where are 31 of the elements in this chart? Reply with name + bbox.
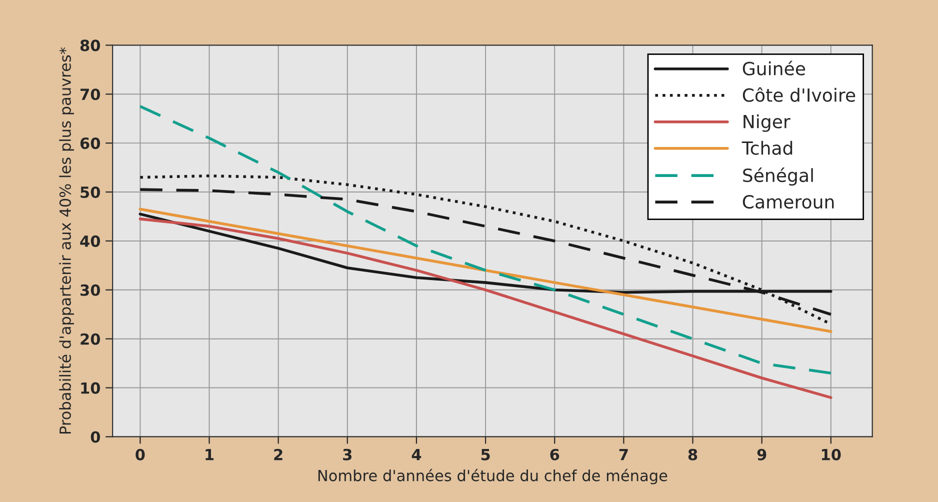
legend-label: Tchad xyxy=(742,140,792,155)
x-tick-label: 9 xyxy=(757,448,766,460)
x-tick-label: 8 xyxy=(688,448,698,460)
y-tick-label: 40 xyxy=(80,235,100,247)
x-tick-label: 6 xyxy=(550,448,560,460)
x-tick-label: 7 xyxy=(619,449,628,460)
x-tick-label: 2 xyxy=(274,448,282,460)
y-tick-label: 10 xyxy=(81,382,100,394)
x-tick-label: 5 xyxy=(481,449,490,460)
x-tick-label: 10 xyxy=(822,448,841,460)
y-tick-label: 20 xyxy=(80,333,100,345)
legend-label: Cameroun xyxy=(742,194,834,209)
legend-label: Niger xyxy=(744,114,790,132)
x-tick-label: 0 xyxy=(136,448,145,460)
y-tick-label: 50 xyxy=(80,186,100,198)
line-series xyxy=(138,104,832,374)
x-tick-label: 3 xyxy=(343,448,352,460)
line-series xyxy=(138,208,832,333)
legend-label: Sénégal xyxy=(743,167,813,186)
y-tick-label: 70 xyxy=(80,88,100,100)
y-tick-label: 80 xyxy=(80,40,100,52)
x-axis-title: Nombre d'années d'étude du chef de ménage xyxy=(318,468,668,484)
y-axis-title: Probabilité d'appartenir aux 40% les plus pauvres* xyxy=(58,47,74,434)
line-series xyxy=(138,218,832,399)
y-tick-label: 60 xyxy=(80,138,100,150)
legend-label: Côte d'Ivoire xyxy=(742,87,856,102)
legend-label: Guinée xyxy=(742,60,806,76)
x-tick-label: 1 xyxy=(206,449,214,460)
y-tick-label: 0 xyxy=(90,431,100,443)
x-tick-label: 4 xyxy=(412,449,422,460)
y-tick-label: 30 xyxy=(80,284,100,296)
